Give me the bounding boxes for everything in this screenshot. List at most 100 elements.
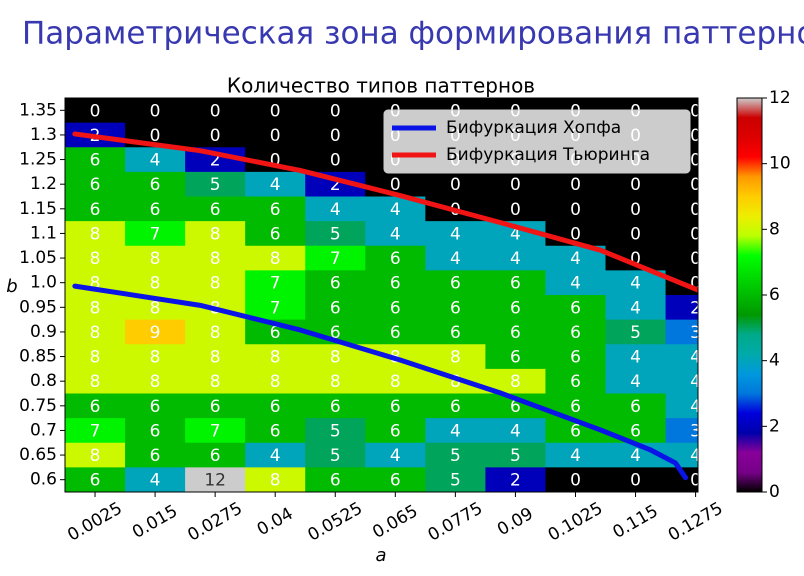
cell-label: 8 <box>150 274 161 294</box>
cell-label: 0 <box>210 101 221 121</box>
cell-label: 12 <box>204 471 226 491</box>
x-tick-label: 0.1275 <box>665 498 727 545</box>
heatmap-cell <box>365 467 426 492</box>
heatmap-cell <box>125 368 186 394</box>
curve <box>72 283 689 481</box>
heatmap-cell <box>65 418 126 444</box>
cell-label: 4 <box>270 175 281 195</box>
heatmap-cell <box>425 319 486 345</box>
x-tick-label: 0.1025 <box>545 498 607 545</box>
heatmap-cell <box>605 368 667 394</box>
heatmap-cell <box>665 295 698 321</box>
colorbar-tick-label: 2 <box>769 416 780 436</box>
cell-label: 6 <box>270 224 281 244</box>
page-title: Параметрическая зона формирования паттер… <box>22 16 804 52</box>
cell-label: 5 <box>330 421 341 441</box>
cell-label: 8 <box>330 348 341 368</box>
heatmap-cell <box>125 196 186 222</box>
cell-label: 6 <box>90 175 101 195</box>
heatmap-cell <box>545 171 607 197</box>
cell-label: 6 <box>330 323 341 343</box>
heatmap-cell <box>245 98 306 124</box>
cell-label: 0 <box>690 249 701 269</box>
cell-label: 6 <box>390 397 401 417</box>
cell-label: 6 <box>510 274 521 294</box>
cell-label: 8 <box>270 249 281 269</box>
heatmap-cell <box>305 147 366 173</box>
cell-label: 4 <box>390 200 401 220</box>
cell-label: 0 <box>450 175 461 195</box>
heatmap-cell <box>245 393 306 419</box>
heatmap-cell <box>545 270 607 296</box>
cell-label: 8 <box>210 348 221 368</box>
cell-label: 6 <box>90 200 101 220</box>
heatmap-cell <box>125 319 186 345</box>
cell-label: 0 <box>270 101 281 121</box>
heatmap-cell <box>605 221 667 247</box>
cell-label: 2 <box>210 151 221 171</box>
cell-label: 6 <box>270 323 281 343</box>
cell-label: 6 <box>570 298 581 318</box>
cell-label: 7 <box>90 421 101 441</box>
cell-label: 4 <box>450 421 461 441</box>
heatmap-cell <box>665 418 698 444</box>
cell-label: 4 <box>150 471 161 491</box>
cell-label: 6 <box>630 421 641 441</box>
x-tick-label: 0.065 <box>369 501 421 543</box>
heatmap-cell <box>305 245 366 271</box>
cell-label: 8 <box>210 249 221 269</box>
heatmap-cell <box>185 221 246 247</box>
heatmap-cell <box>125 344 186 370</box>
heatmap-cell <box>425 344 486 370</box>
cell-label: 5 <box>510 446 521 466</box>
heatmap-cell <box>65 393 126 419</box>
cell-label: 0 <box>690 175 701 195</box>
cell-label: 6 <box>210 200 221 220</box>
heatmap-cell <box>125 270 186 296</box>
heatmap-cell <box>305 98 366 124</box>
cell-label: 0 <box>570 200 581 220</box>
heatmap-cell <box>65 467 126 492</box>
cell-label: 0 <box>210 126 221 146</box>
heatmap-cell <box>125 442 186 468</box>
cell-label: 6 <box>570 372 581 392</box>
cell-label: 6 <box>450 323 461 343</box>
heatmap-cell <box>425 442 486 468</box>
cell-label: 4 <box>630 372 641 392</box>
heatmap-cell <box>125 467 186 492</box>
cell-label: 0 <box>630 471 641 491</box>
heatmap-cell <box>665 319 698 345</box>
cell-label: 6 <box>390 471 401 491</box>
cell-label: 7 <box>330 249 341 269</box>
heatmap-cell <box>65 98 126 124</box>
chart-title: Количество типов паттернов <box>227 74 535 98</box>
cell-label: 8 <box>90 323 101 343</box>
cell-label: 0 <box>690 471 701 491</box>
cell-label: 6 <box>210 397 221 417</box>
heatmap-cell <box>545 344 607 370</box>
cell-label: 8 <box>210 224 221 244</box>
y-tick-label: 0.95 <box>19 297 57 317</box>
heatmap-cell <box>425 270 486 296</box>
cell-label: 4 <box>630 274 641 294</box>
heatmap-cell <box>125 393 186 419</box>
cell-label: 6 <box>330 274 341 294</box>
heatmap-cell <box>365 442 426 468</box>
heatmap-cell <box>245 221 306 247</box>
cell-label: 8 <box>150 372 161 392</box>
heatmap-cell <box>545 319 607 345</box>
cell-label: 0 <box>510 175 521 195</box>
cell-label: 4 <box>390 446 401 466</box>
heatmap-cell <box>545 442 607 468</box>
heatmap-cell <box>485 245 546 271</box>
heatmap-cell <box>125 147 186 173</box>
heatmap-cell <box>185 319 246 345</box>
x-axis-label: a <box>375 545 386 566</box>
cell-label: 4 <box>630 446 641 466</box>
heatmap-cell <box>185 467 246 492</box>
cell-label: 4 <box>570 249 581 269</box>
cell-label: 8 <box>210 372 221 392</box>
x-tick-label: 0.0775 <box>425 498 487 545</box>
heatmap-cell <box>305 122 366 148</box>
